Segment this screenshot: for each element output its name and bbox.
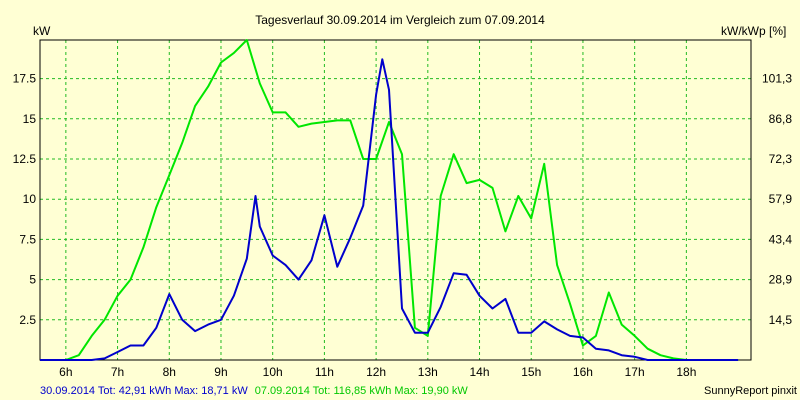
footer-summary: 30.09.2014 Tot: 42,91 kWh Max: 18,71 kW … (40, 385, 468, 397)
series-lines (40, 39, 739, 361)
y-tick-label-right: 101,3 (762, 72, 792, 86)
x-tick-label: 11h (315, 365, 334, 379)
y-axis-right-label: kW/kWp [%] (721, 24, 786, 38)
y-tick-label-right: 28,9 (769, 273, 793, 287)
y-tick-label-left: 10 (23, 192, 37, 206)
y-tick-label-right: 57,9 (769, 192, 793, 206)
x-tick-label: 17h (625, 365, 645, 379)
x-tick-label: 8h (163, 365, 176, 379)
plot-frame (39, 39, 752, 361)
y-tick-label-right: 72,3 (769, 152, 793, 166)
series-line-30.09.2014 (40, 58, 739, 361)
series-1-summary: 30.09.2014 Tot: 42,91 kWh Max: 18,71 kW (40, 385, 248, 397)
y-tick-label-right: 14,5 (769, 313, 793, 327)
y-tick-label-left: 5 (29, 273, 36, 287)
y-tick-label-left: 7.5 (19, 232, 36, 246)
y-tick-label-right: 86,8 (769, 112, 793, 126)
x-tick-label: 7h (111, 365, 124, 379)
y-tick-label-left: 15 (23, 112, 37, 126)
y-tick-label-left: 2.5 (19, 313, 36, 327)
series-2-summary: 07.09.2014 Tot: 116,85 kWh Max: 19,90 kW (255, 385, 469, 397)
y-ticks-left: 2.5 5 7.5 10 12.5 15 17.5 (13, 72, 37, 327)
x-tick-label: 16h (573, 365, 593, 379)
x-tick-label: 12h (366, 365, 386, 379)
y-tick-label-left: 17.5 (13, 72, 37, 86)
series-line-07.09.2014 (40, 39, 739, 361)
chart-title: Tagesverlauf 30.09.2014 im Vergleich zum… (255, 13, 545, 27)
x-tick-label: 9h (214, 365, 227, 379)
x-ticks: 6h 7h 8h 9h 10h 11h 12h 13h 14h 15h 16h 17h 18h (59, 365, 696, 379)
x-tick-label: 15h (521, 365, 541, 379)
x-tick-label: 6h (59, 365, 72, 379)
credit-label: SunnyReport pinxit (704, 385, 797, 397)
x-tick-label: 10h (263, 365, 283, 379)
x-tick-label: 18h (676, 365, 696, 379)
y-tick-label-left: 12.5 (13, 152, 37, 166)
y-tick-label-right: 43,4 (769, 232, 793, 246)
y-axis-left-label: kW (33, 24, 51, 38)
y-ticks-right: 14,5 28,9 43,4 57,9 72,3 86,8 101,3 (762, 72, 792, 327)
x-tick-label: 14h (470, 365, 490, 379)
x-tick-label: 13h (418, 365, 438, 379)
